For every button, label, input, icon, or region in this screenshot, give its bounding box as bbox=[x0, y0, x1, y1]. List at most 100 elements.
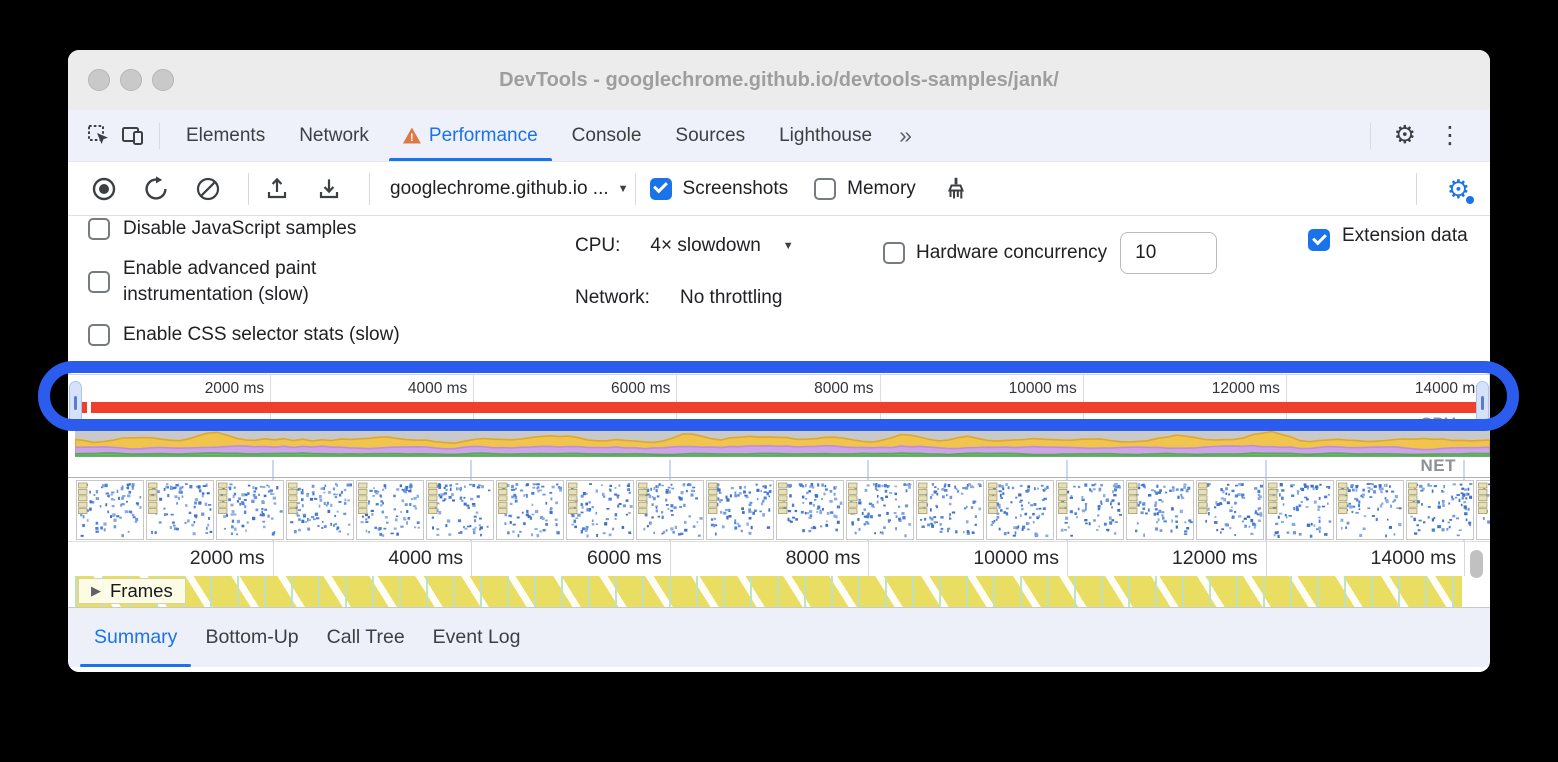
screenshot-thumbnail[interactable] bbox=[76, 479, 144, 540]
download-profile-icon[interactable] bbox=[315, 175, 343, 203]
cpu-throttling-select[interactable]: 4× slowdown bbox=[650, 235, 761, 256]
network-throttling-select[interactable]: No throttling bbox=[679, 287, 783, 308]
close-window-button[interactable] bbox=[88, 69, 110, 91]
advanced-paint-checkbox[interactable] bbox=[88, 271, 110, 293]
screenshot-thumbnail[interactable] bbox=[566, 479, 634, 540]
memory-label: Memory bbox=[847, 177, 916, 199]
tab-console[interactable]: Console bbox=[571, 124, 642, 146]
cpu-label: CPU: bbox=[575, 235, 621, 256]
advanced-paint-row[interactable]: Enable advanced paint instrumentation (s… bbox=[88, 256, 518, 308]
memory-checkbox-row[interactable]: Memory bbox=[814, 177, 916, 200]
disable-js-samples-checkbox[interactable] bbox=[88, 218, 110, 240]
ruler-tick: 6000 ms bbox=[474, 375, 678, 420]
screenshot-thumbnail[interactable] bbox=[356, 479, 424, 540]
screenshot-thumbnail[interactable] bbox=[1056, 479, 1124, 540]
extension-data-checkbox[interactable] bbox=[1308, 229, 1330, 251]
divider bbox=[1369, 122, 1371, 149]
screenshot-thumbnail[interactable] bbox=[776, 479, 844, 540]
overview-ruler-ticks: 2000 ms 4000 ms 6000 ms 8000 ms 10000 ms 1200… bbox=[68, 375, 1490, 420]
overview-net-strip: NET bbox=[68, 456, 1490, 478]
toolbar-right-controls: ⚙ bbox=[1414, 172, 1490, 205]
minimize-window-button[interactable] bbox=[120, 69, 142, 91]
frames-expander[interactable]: ▶ Frames bbox=[78, 578, 186, 604]
timeline-ruler-ticks: 2000 ms 4000 ms 6000 ms 8000 ms 10000 ms 1200… bbox=[75, 542, 1490, 576]
inspect-element-icon[interactable] bbox=[82, 119, 116, 153]
hardware-concurrency-input[interactable] bbox=[1120, 232, 1218, 274]
overview-left-handle[interactable] bbox=[69, 381, 82, 425]
clear-recording-button[interactable] bbox=[194, 175, 222, 203]
screenshot-thumbnail[interactable] bbox=[216, 479, 284, 540]
css-selector-stats-checkbox[interactable] bbox=[88, 324, 110, 346]
overview-right-handle[interactable] bbox=[1476, 381, 1489, 425]
more-options-icon[interactable]: ⋮ bbox=[1438, 121, 1462, 149]
tab-call-tree[interactable]: Call Tree bbox=[326, 626, 405, 648]
screenshot-thumbnail[interactable] bbox=[1266, 479, 1334, 540]
screenshot-thumbnail[interactable] bbox=[916, 479, 984, 540]
screenshots-checkbox-row[interactable]: Screenshots bbox=[649, 177, 789, 200]
memory-checkbox[interactable] bbox=[814, 177, 837, 200]
overview-ruler[interactable]: 2000 ms 4000 ms 6000 ms 8000 ms 10000 ms 1200… bbox=[68, 374, 1490, 420]
network-label: Network: bbox=[575, 287, 650, 308]
collect-garbage-icon[interactable] bbox=[942, 175, 970, 203]
frames-bar[interactable] bbox=[75, 576, 1462, 607]
traffic-lights bbox=[88, 69, 174, 91]
screenshot-thumbnail[interactable] bbox=[1406, 479, 1474, 540]
css-selector-stats-row[interactable]: Enable CSS selector stats (slow) bbox=[88, 322, 518, 348]
screenshot-thumbnail[interactable] bbox=[496, 479, 564, 540]
tab-network[interactable]: Network bbox=[299, 124, 369, 146]
screenshot-thumbnail[interactable] bbox=[1126, 479, 1194, 540]
extension-data-row[interactable]: Extension data bbox=[1308, 222, 1478, 251]
main-tabs: Elements Network Performance Console Sources… bbox=[169, 110, 889, 161]
ruler-tick: 4000 ms bbox=[274, 542, 473, 576]
tab-lighthouse[interactable]: Lighthouse bbox=[779, 124, 873, 146]
upload-profile-icon[interactable] bbox=[263, 175, 291, 203]
cpu-throttling-row: CPU: 4× slowdown ▼ bbox=[575, 232, 794, 260]
tab-bottom-up[interactable]: Bottom-Up bbox=[205, 626, 299, 648]
dropdown-arrow-icon: ▼ bbox=[617, 182, 629, 195]
capture-settings-gear-icon[interactable]: ⚙ bbox=[1446, 173, 1475, 204]
overview-cpu-strip[interactable] bbox=[68, 420, 1490, 458]
record-button[interactable] bbox=[90, 175, 118, 203]
settings-column-throttling: CPU: 4× slowdown ▼ Network: No throttlin… bbox=[575, 216, 794, 312]
screenshots-checkbox[interactable] bbox=[649, 177, 672, 200]
dropdown-arrow-icon: ▼ bbox=[782, 240, 794, 252]
history-select[interactable]: googlechrome.github.io ... ▼ bbox=[390, 178, 629, 200]
device-toolbar-icon[interactable] bbox=[116, 119, 150, 153]
details-tabbar: Summary Bottom-Up Call Tree Event Log bbox=[68, 608, 1490, 667]
screenshot-thumbnail[interactable] bbox=[1476, 479, 1490, 540]
screenshot-thumbnail[interactable] bbox=[846, 479, 914, 540]
screenshot-thumbnail[interactable] bbox=[706, 479, 774, 540]
screenshot-thumbnail[interactable] bbox=[426, 479, 494, 540]
tab-summary[interactable]: Summary bbox=[80, 608, 192, 667]
screenshot-thumbnail[interactable] bbox=[636, 479, 704, 540]
tab-performance[interactable]: Performance bbox=[386, 110, 555, 161]
tab-elements[interactable]: Elements bbox=[186, 124, 266, 146]
capture-settings-pane: Disable JavaScript samples Enable advanc… bbox=[68, 216, 1490, 374]
disable-js-samples-row[interactable]: Disable JavaScript samples bbox=[88, 216, 518, 242]
divider bbox=[159, 122, 160, 149]
screenshot-thumbnail[interactable] bbox=[146, 479, 214, 540]
tab-event-log[interactable]: Event Log bbox=[432, 626, 521, 648]
screenshots-label: Screenshots bbox=[682, 177, 789, 199]
long-task-marker bbox=[78, 402, 87, 413]
divider bbox=[1415, 172, 1417, 205]
reload-record-button[interactable] bbox=[142, 175, 170, 203]
maximize-window-button[interactable] bbox=[152, 69, 174, 91]
timeline-ruler[interactable]: 2000 ms 4000 ms 6000 ms 8000 ms 10000 ms 1200… bbox=[68, 542, 1490, 576]
screenshot-thumbnail[interactable] bbox=[1196, 479, 1264, 540]
ruler-tick: 8000 ms bbox=[677, 375, 881, 420]
grid-line bbox=[1264, 460, 1267, 542]
screenshot-thumbnail[interactable] bbox=[1336, 479, 1404, 540]
hardware-concurrency-row: Hardware concurrency bbox=[883, 232, 1218, 274]
vertical-scrollbar-thumb[interactable] bbox=[1470, 550, 1483, 578]
advanced-paint-label: Enable advanced paint instrumentation (s… bbox=[123, 258, 317, 305]
tab-sources[interactable]: Sources bbox=[675, 124, 746, 146]
hardware-concurrency-checkbox[interactable] bbox=[883, 242, 905, 264]
frames-track[interactable]: ▶ Frames bbox=[68, 576, 1490, 608]
window-titlebar: DevTools - googlechrome.github.io/devtoo… bbox=[68, 50, 1490, 111]
settings-gear-icon[interactable]: ⚙ bbox=[1393, 121, 1416, 149]
screenshot-thumbnail[interactable] bbox=[986, 479, 1054, 540]
more-tabs-chevron[interactable]: » bbox=[899, 122, 912, 148]
screenshot-thumbnail[interactable] bbox=[286, 479, 354, 540]
devtools-window: DevTools - googlechrome.github.io/devtoo… bbox=[68, 50, 1490, 672]
